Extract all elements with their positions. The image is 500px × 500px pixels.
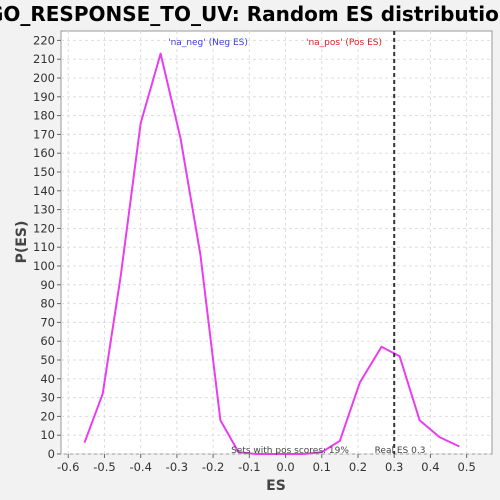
x-tick-label: 0.1	[313, 460, 331, 474]
y-tick-label: 30	[40, 391, 55, 405]
y-tick-label: 100	[33, 259, 55, 273]
y-tick-label: 140	[33, 184, 55, 198]
x-tick-label: -0.5	[93, 460, 115, 474]
pos-scores-annotation: Sets with pos scores: 19%	[231, 446, 349, 456]
x-tick-label: -0.4	[129, 460, 151, 474]
y-tick-label: 60	[40, 334, 55, 348]
x-tick-label: -0.6	[57, 460, 79, 474]
y-tick-label: 70	[40, 315, 55, 329]
y-tick-label: 10	[40, 428, 55, 442]
y-tick-label: 0	[48, 447, 55, 461]
y-tick-label: 90	[40, 278, 55, 292]
y-tick-label: 160	[33, 146, 55, 160]
y-axis-ticks: 0 10 20 30 40 50 60 70 80 90 100 110 120 130 140 150 160…	[33, 33, 61, 461]
x-axis-ticks: -0.6 -0.5 -0.4 -0.3 -0.2 -0.1 0.0 0.1 0.2 0.3 0.4 0…	[57, 454, 476, 474]
x-axis-label: ES	[266, 478, 286, 494]
neg-es-series-line	[83, 52, 286, 455]
chart-title: GO_RESPONSE_TO_UV: Random ES distributio…	[0, 2, 500, 26]
y-tick-label: 150	[33, 165, 55, 179]
x-tick-label: 0.4	[421, 460, 439, 474]
y-tick-label: 210	[33, 52, 55, 66]
x-tick-label: 0.2	[349, 460, 367, 474]
y-tick-label: 190	[33, 90, 55, 104]
pos-es-series-line	[285, 345, 460, 455]
x-tick-label: 0.0	[276, 460, 294, 474]
y-tick-label: 180	[33, 109, 55, 123]
y-tick-label: 50	[40, 353, 55, 367]
y-tick-label: 110	[33, 240, 55, 254]
y-tick-label: 130	[33, 203, 55, 217]
plot-area	[60, 30, 493, 455]
x-tick-label: 0.3	[385, 460, 403, 474]
legend-neg-es: 'na_neg' (Neg ES)	[168, 38, 248, 48]
y-tick-label: 220	[33, 33, 55, 47]
grid-lines	[61, 31, 492, 455]
x-tick-label: -0.1	[238, 460, 260, 474]
real-es-label: Real ES 0.3	[375, 446, 426, 456]
x-tick-label: -0.3	[166, 460, 188, 474]
y-tick-label: 40	[40, 372, 55, 386]
y-tick-label: 120	[33, 221, 55, 235]
x-tick-label: -0.2	[202, 460, 224, 474]
x-tick-label: 0.5	[457, 460, 475, 474]
series-lines	[83, 52, 460, 455]
y-tick-label: 200	[33, 71, 55, 85]
y-tick-label: 80	[40, 297, 55, 311]
y-axis-label: P(ES)	[14, 221, 30, 264]
y-tick-label: 20	[40, 409, 55, 423]
y-tick-label: 170	[33, 127, 55, 141]
legend-pos-es: 'na_pos' (Pos ES)	[306, 38, 382, 48]
